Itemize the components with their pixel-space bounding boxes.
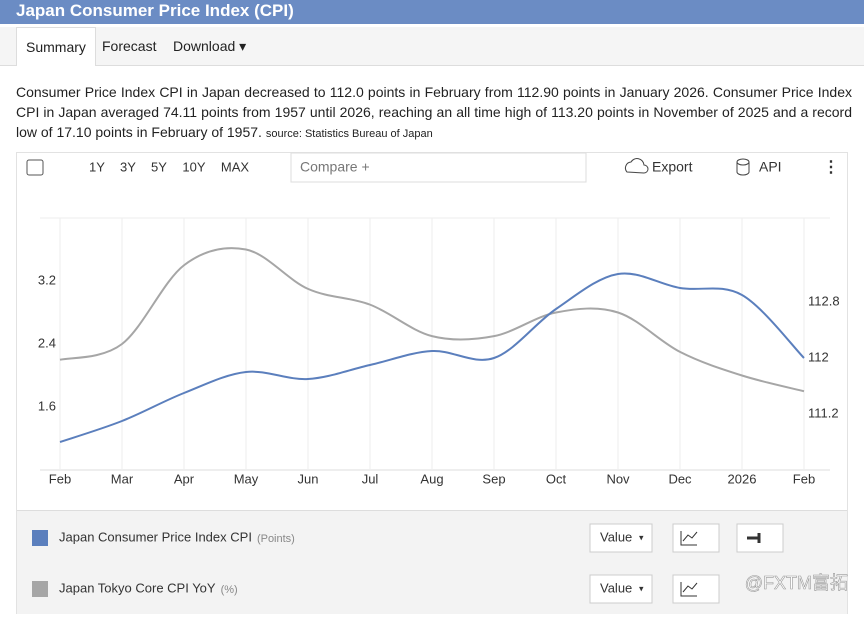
legend-unit: (%): [221, 584, 238, 596]
y-tick-label: 2.4: [38, 335, 56, 350]
y-tick-label: 1.6: [38, 398, 56, 413]
legend-swatch: [32, 530, 48, 546]
api-icon[interactable]: [736, 158, 750, 166]
tab-label[interactable]: Download: [173, 38, 236, 54]
range-button[interactable]: 1Y: [89, 159, 105, 174]
tab-bar: Summary Forecast Download ▾: [0, 27, 864, 66]
x-tick-label: Dec: [668, 471, 692, 486]
y-tick-label: 3.2: [38, 272, 56, 287]
description-text: Consumer Price Index CPI in Japan decrea…: [16, 84, 852, 140]
y2-tick-label: 111.2: [808, 405, 839, 420]
x-tick-label: Nov: [606, 471, 630, 486]
export[interactable]: Export: [652, 159, 693, 175]
x-tick-label: May: [234, 471, 259, 486]
series-line: [59, 247, 805, 393]
range-button[interactable]: 3Y: [120, 159, 136, 174]
page-title: Japan Consumer Price Index (CPI): [0, 0, 864, 24]
select-value[interactable]: Value: [600, 580, 632, 595]
description: Consumer Price Index CPI in Japan decrea…: [16, 82, 852, 144]
series-line: [59, 272, 805, 443]
axis-icon[interactable]: [747, 533, 761, 543]
x-tick-label: Feb: [49, 471, 71, 486]
select-value[interactable]: Value: [600, 529, 632, 544]
x-tick-label: Apr: [174, 471, 195, 486]
x-tick-label: Mar: [111, 471, 134, 486]
export-icon[interactable]: [624, 158, 649, 174]
calendar-icon[interactable]: [26, 159, 44, 176]
select-box[interactable]: [589, 523, 653, 553]
legend-unit: (Points): [257, 533, 295, 545]
legend-name: Japan Consumer Price Index CPI: [59, 529, 252, 544]
legend-swatch: [32, 581, 48, 597]
compare[interactable]: Compare +: [300, 159, 370, 175]
x-tick-label: 2026: [728, 471, 757, 486]
tab[interactable]: Forecast: [102, 38, 157, 54]
y2-tick-label: 112: [808, 349, 829, 364]
select-caret[interactable]: ▾: [639, 532, 644, 542]
legend-name: Japan Tokyo Core CPI YoY: [59, 580, 216, 595]
x-tick-label: Aug: [420, 471, 443, 486]
chart-type-box[interactable]: [672, 523, 720, 553]
chart-type-box[interactable]: [672, 574, 720, 604]
x-tick-label: Jun: [298, 471, 319, 486]
menu[interactable]: ⋮: [823, 159, 839, 176]
chart-type-icon[interactable]: [680, 531, 698, 546]
range-button[interactable]: 10Y: [182, 159, 205, 174]
select-box[interactable]: [589, 574, 653, 604]
watermark: @FXTM富拓: [745, 573, 848, 593]
x-tick-label: Jul: [362, 471, 379, 486]
compare-box[interactable]: [290, 152, 587, 183]
chart-type-icon[interactable]: [680, 582, 698, 597]
tab[interactable]: Summary: [16, 27, 96, 66]
select-caret[interactable]: ▾: [639, 583, 644, 593]
tab[interactable]: Download ▾: [173, 38, 247, 54]
x-tick-label: Oct: [546, 471, 567, 486]
range-button[interactable]: 5Y: [151, 159, 167, 174]
source: source: Statistics Bureau of Japan: [265, 128, 433, 140]
api-icon[interactable]: [736, 162, 750, 176]
api[interactable]: API: [759, 159, 782, 175]
x-tick-label: Feb: [793, 471, 815, 486]
x-tick-label: Sep: [482, 471, 505, 486]
range-button[interactable]: MAX: [221, 159, 250, 174]
y2-tick-label: 112.8: [808, 293, 840, 308]
